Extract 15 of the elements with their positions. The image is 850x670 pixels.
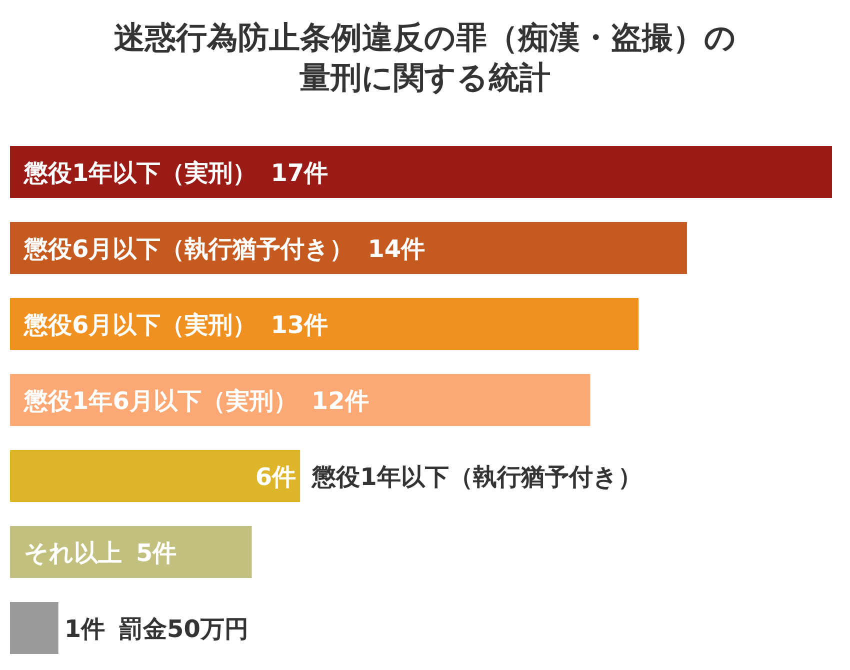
y-tick-label: 懲役1年以下（実刑） [23, 159, 257, 187]
data-label: 1件 [64, 615, 106, 643]
y-tick-label: 懲役1年以下（執行猶予付き） [311, 463, 642, 491]
y-tick-label: 懲役6月以下（実刑） [23, 311, 257, 339]
y-tick-label: 罰金50万円 [119, 615, 248, 643]
y-tick-label: 懲役6月以下（執行猶予付き） [23, 235, 354, 263]
data-label: 13件 [270, 311, 328, 339]
data-label: 5件 [136, 539, 177, 567]
data-label: 12件 [311, 387, 369, 415]
chart-title: 迷惑行為防止条例違反の罪（痴漢・盗撮）の量刑に関する統計 [113, 19, 737, 98]
data-label: 14件 [368, 235, 426, 263]
data-label: 6件 [255, 463, 296, 491]
y-tick-label: それ以上 [24, 539, 122, 567]
data-label: 17件 [270, 159, 328, 187]
y-tick-label: 懲役1年6月以下（実刑） [23, 387, 298, 415]
